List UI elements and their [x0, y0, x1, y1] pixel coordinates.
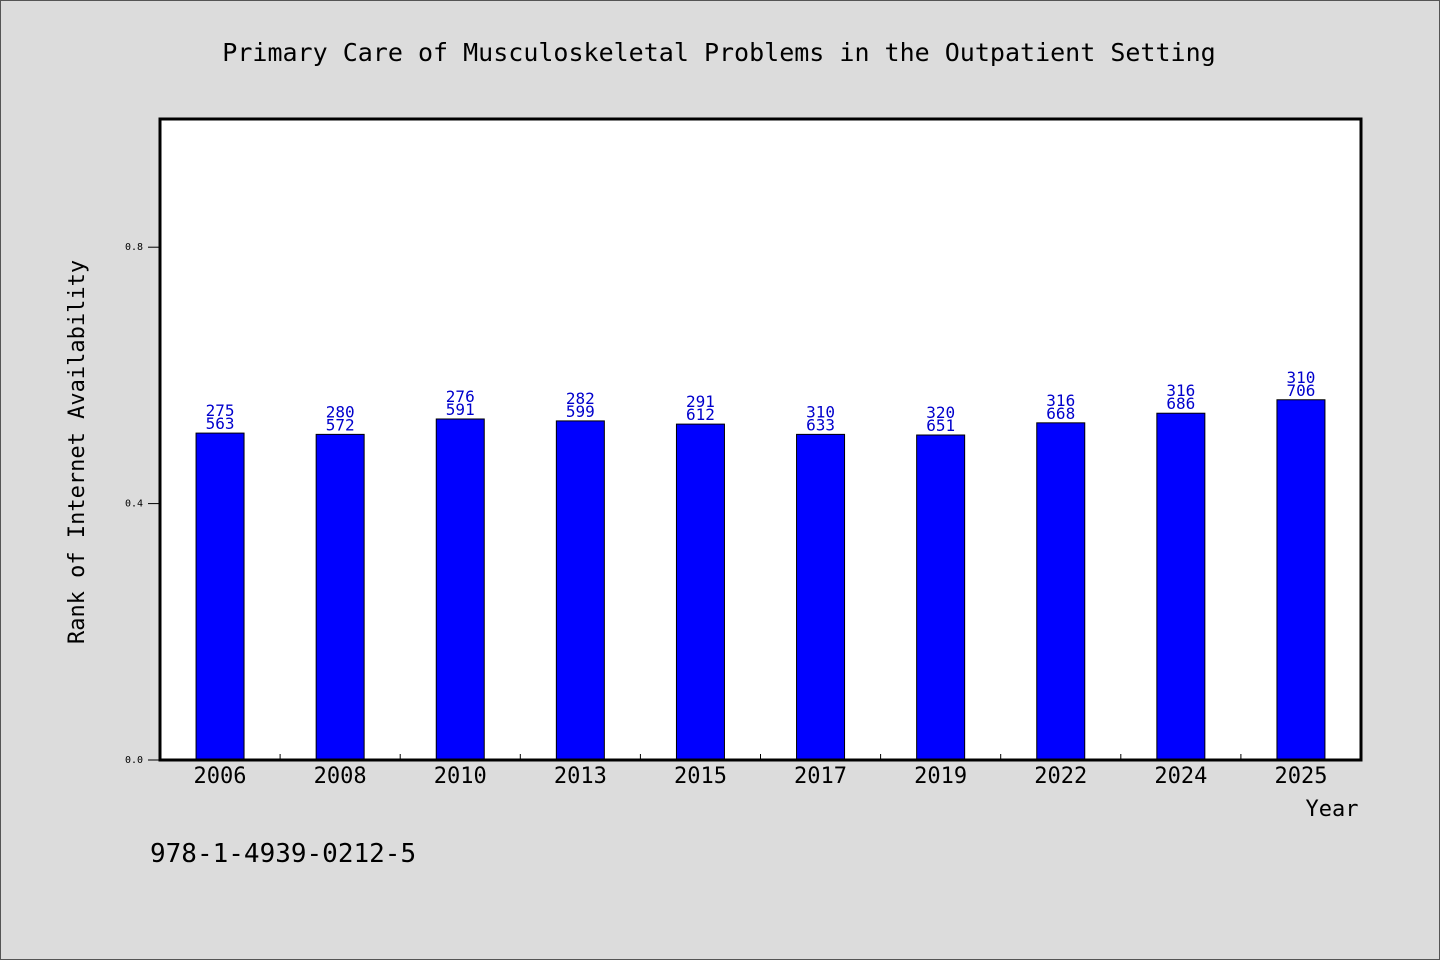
- data-label-top: 291: [686, 392, 715, 411]
- data-label-bottom: 633: [806, 415, 835, 434]
- bar: [1036, 422, 1086, 761]
- data-label-top: 310: [1286, 368, 1315, 387]
- data-label-top: 316: [1166, 381, 1195, 400]
- x-tick-label: 2025: [1274, 764, 1327, 789]
- isbn-code: 978-1-4939-0212-5: [150, 839, 416, 869]
- plot-border: [158, 117, 1363, 762]
- data-label-bottom: 612: [686, 405, 715, 424]
- bar: [195, 432, 245, 761]
- bars: [195, 399, 1326, 761]
- x-tick-label: 2015: [674, 764, 727, 789]
- data-label-top: 320: [926, 403, 955, 422]
- data-label-bottom: 686: [1166, 394, 1195, 413]
- bar: [1276, 399, 1326, 761]
- x-tick-label: 2022: [1034, 764, 1087, 789]
- chart-title: Primary Care of Musculoskeletal Problems…: [222, 38, 1215, 67]
- data-label-bottom: 563: [206, 414, 235, 433]
- data-label-top: 275: [206, 401, 235, 420]
- data-label-bottom: 706: [1286, 381, 1315, 400]
- data-label-bottom: 572: [326, 415, 355, 434]
- bar: [315, 433, 365, 761]
- y-axis-label: Rank of Internet Availability: [65, 260, 90, 644]
- data-label-bottom: 599: [566, 402, 595, 421]
- x-tick-label: 2010: [434, 764, 487, 789]
- x-tick-label: 2013: [554, 764, 607, 789]
- x-tick-label: 2019: [914, 764, 967, 789]
- data-label-top: 310: [806, 402, 835, 421]
- x-tick-label: 2008: [314, 764, 367, 789]
- x-tick-label: 2024: [1154, 764, 1207, 789]
- bar: [435, 418, 485, 761]
- x-tick-label: 2006: [194, 764, 247, 789]
- bar: [555, 420, 605, 761]
- data-label-top: 282: [566, 389, 595, 408]
- bar: [675, 423, 725, 761]
- y-tick-label: 0.8: [125, 242, 143, 253]
- bar: [796, 433, 846, 761]
- data-label-bottom: 651: [926, 416, 955, 435]
- x-axis-label: Year: [1306, 797, 1359, 822]
- y-tick-label: 0.4: [125, 499, 143, 510]
- bar: [916, 434, 966, 761]
- data-label-bottom: 668: [1046, 404, 1075, 423]
- y-tick-label: 0.0: [125, 755, 143, 766]
- data-label-top: 280: [326, 402, 355, 421]
- data-label-bottom: 591: [446, 400, 475, 419]
- data-label-top: 316: [1046, 391, 1075, 410]
- x-tick-label: 2017: [794, 764, 847, 789]
- axis-ticks: 0.0 0.4 0.8 2006 2008 2010 2013 2015 2017 2019 202…: [125, 242, 1328, 789]
- data-label-top: 276: [446, 387, 475, 406]
- bar: [1156, 412, 1206, 761]
